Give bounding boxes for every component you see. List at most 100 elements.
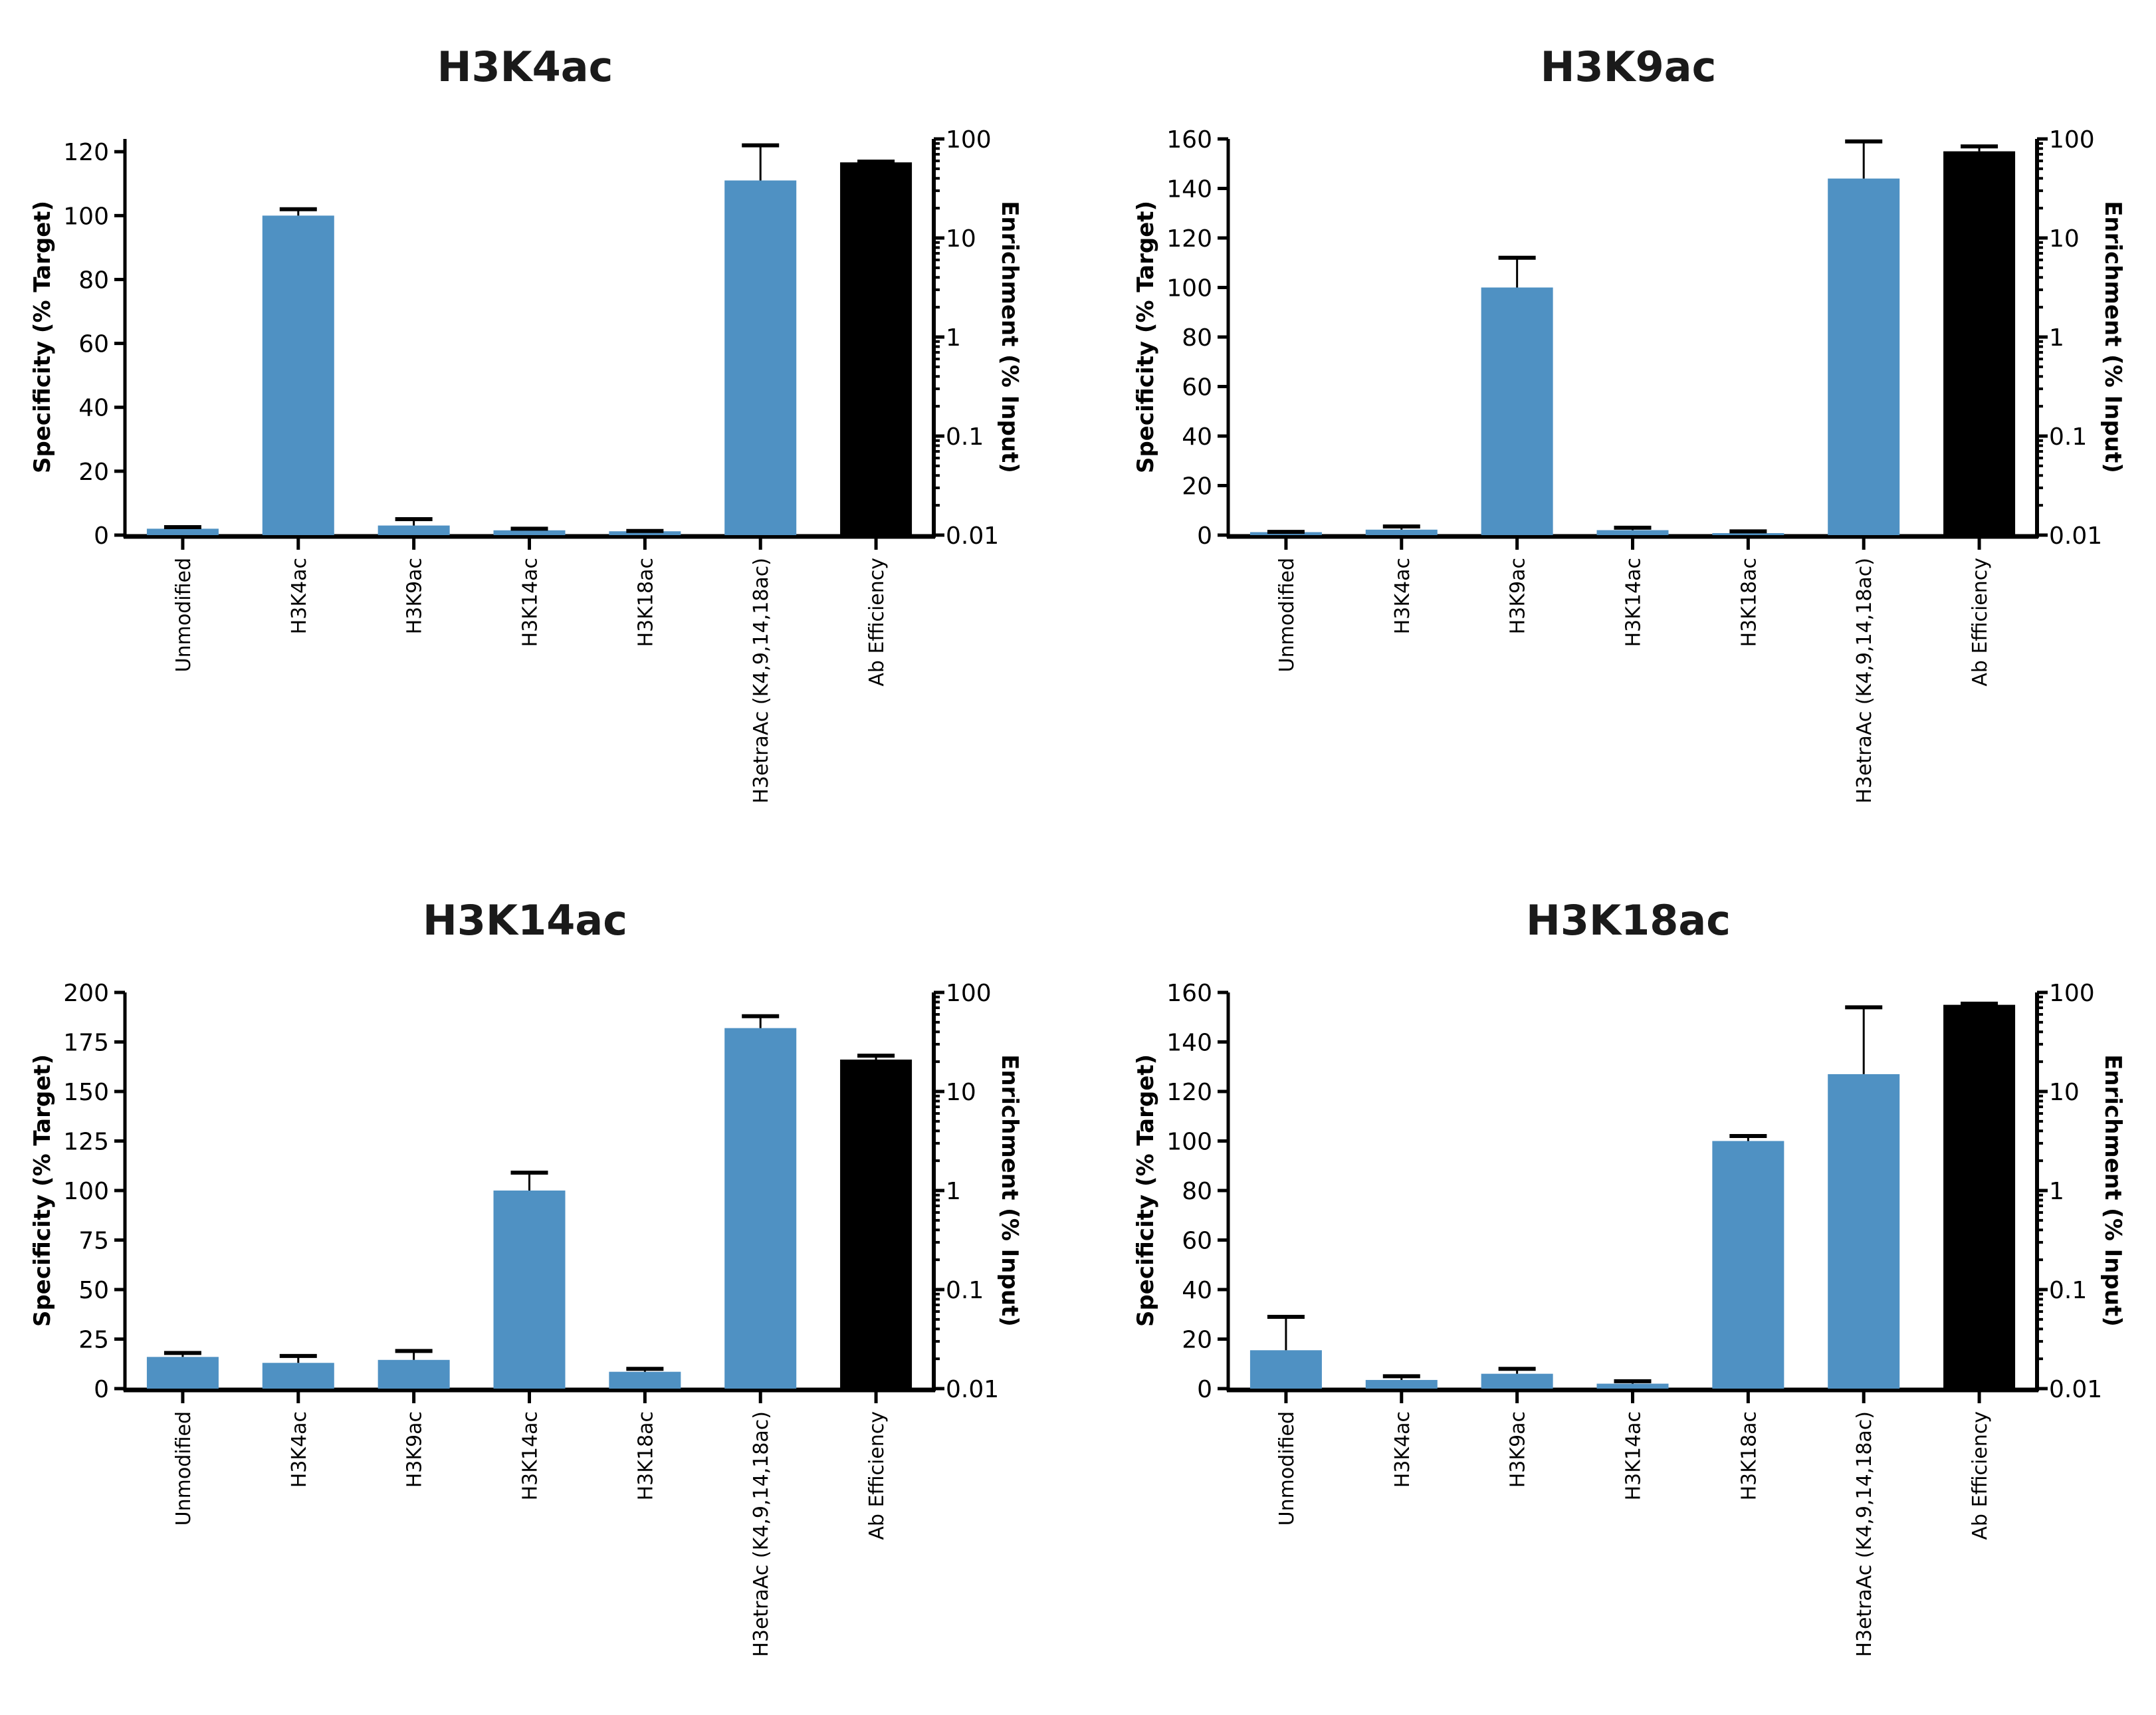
left-axis-tick-label: 120 [1166,225,1212,253]
x-category-label: H3K4ac [288,558,311,634]
x-category-label: Ab Efficiency [865,1411,889,1540]
y-axis-label: Specificity (% Target) [29,201,56,473]
x-category-label: H3K4ac [1391,1411,1414,1488]
x-category-label: H3K18ac [1737,558,1761,647]
y-axis-label: Specificity (% Target) [29,1054,56,1327]
left-axis-tick-label: 60 [78,331,109,358]
chart-panel: H3K14ac 0 25 50 75 100 125 150 175 200 0.01 0.1 1 10 1… [29,896,1023,1657]
right-axis-tick-label: 100 [946,126,992,154]
x-category-label: H3K14ac [519,1411,542,1500]
specificity-bar [1828,1074,1900,1389]
left-axis-tick-label: 75 [78,1228,109,1255]
x-category-label: Unmodified [1275,1411,1299,1526]
right-axis-tick-label: 10 [946,1079,976,1106]
x-category-label: H3K4ac [1391,558,1414,634]
left-axis-tick-label: 150 [63,1079,109,1106]
right-axis-tick-label: 0.1 [946,1277,984,1304]
right-axis-tick-label: 10 [2049,225,2080,253]
left-axis-tick-label: 160 [1166,126,1212,154]
specificity-bar [146,528,219,535]
left-axis-tick-label: 20 [78,459,109,486]
specificity-bar [609,1371,681,1389]
specificity-bar [1481,287,1553,535]
left-axis-tick-label: 80 [1182,324,1212,352]
left-axis-tick-label: 20 [1182,473,1212,501]
right-axis-tick-label: 1 [946,1178,961,1205]
right-axis-tick-label: 0.1 [946,423,984,451]
y-axis-label: Specificity (% Target) [1132,1054,1159,1327]
x-category-label: H3K9ac [1507,558,1530,634]
chart-panel: H3K4ac 0 20 40 60 80 100 120 0.01 0.1 1 10 100 Specif… [29,43,1023,804]
right-axis-tick-label: 0.01 [2049,522,2102,550]
enrichment-bar [1943,1004,2016,1389]
right-axis-tick-label: 10 [946,225,976,253]
specificity-bar [1712,533,1784,535]
left-axis-tick-label: 100 [1166,275,1212,302]
x-category-label: H3K9ac [1507,1411,1530,1488]
x-category-label: Unmodified [172,558,195,672]
x-category-label: H3K18ac [1737,1411,1761,1500]
chart-title: H3K4ac [437,43,613,91]
specificity-bar [1828,178,1900,536]
x-category-label: H3K14ac [1622,558,1646,647]
left-axis-tick-label: 200 [63,980,109,1007]
left-axis-tick-label: 120 [1166,1079,1212,1106]
specificity-bar [493,530,566,535]
right-axis-tick-label: 0.01 [946,522,999,550]
x-category-label: Ab Efficiency [865,558,889,687]
chart-panel: H3K18ac 0 20 40 60 80 100 120 140 160 0.01 0.1 1 10 10… [1132,896,2126,1657]
specificity-bar [609,531,681,535]
left-axis-tick-label: 100 [1166,1129,1212,1156]
specificity-bar [724,1028,797,1389]
specificity-bar [262,1363,334,1389]
specificity-bar [1365,529,1438,535]
specificity-bar [1712,1141,1784,1389]
x-category-label: H3etraAc (K4,9,14,18ac) [750,558,773,804]
x-category-label: Ab Efficiency [1969,558,1992,687]
left-axis-tick-label: 160 [1166,980,1212,1007]
right-axis-tick-label: 100 [2049,126,2095,154]
x-category-label: H3K14ac [1622,1411,1646,1500]
specificity-bar [146,1357,219,1389]
left-axis-tick-label: 40 [78,395,109,422]
left-axis-tick-label: 125 [63,1129,109,1156]
x-category-label: H3K9ac [403,558,427,634]
left-axis-tick-label: 100 [63,203,109,230]
x-category-label: H3etraAc (K4,9,14,18ac) [1853,1411,1876,1657]
specificity-bar [1596,1383,1669,1389]
right-axis-tick-label: 1 [946,324,961,352]
left-axis-tick-label: 60 [1182,1228,1212,1255]
left-axis-tick-label: 50 [78,1277,109,1304]
left-axis-tick-label: 140 [1166,176,1212,203]
specificity-bar [1249,1350,1322,1389]
specificity-bar [377,525,450,535]
specificity-bar [262,215,334,535]
left-axis-tick-label: 175 [63,1030,109,1057]
y-axis-label: Specificity (% Target) [1132,201,1159,473]
specificity-bar [1596,530,1669,535]
left-axis-tick-label: 140 [1166,1030,1212,1057]
x-category-label: H3K18ac [634,1411,657,1500]
right-axis-tick-label: 1 [2049,1178,2064,1205]
right-axis-tick-label: 0.01 [946,1376,999,1403]
x-category-label: Unmodified [172,1411,195,1526]
right-axis-tick-label: 10 [2049,1079,2080,1106]
left-axis-tick-label: 0 [94,1376,109,1403]
right-axis-tick-label: 100 [2049,980,2095,1007]
specificity-bar [724,180,797,535]
specificity-bar [1365,1379,1438,1389]
specificity-bar [377,1359,450,1389]
right-axis-tick-label: 0.1 [2049,423,2087,451]
left-axis-tick-label: 40 [1182,423,1212,451]
left-axis-tick-label: 0 [1197,1376,1212,1403]
specificity-bar [493,1191,566,1389]
chart-title: H3K9ac [1541,43,1717,91]
right-axis-tick-label: 0.01 [2049,1376,2102,1403]
enrichment-bar [1943,151,2016,536]
x-category-label: Unmodified [1275,558,1299,672]
right-axis-tick-label: 0.1 [2049,1277,2087,1304]
left-axis-tick-label: 60 [1182,374,1212,401]
y2-axis-label: Enrichment (% Input) [2100,1054,2126,1327]
chart-title: H3K18ac [1526,896,1731,945]
